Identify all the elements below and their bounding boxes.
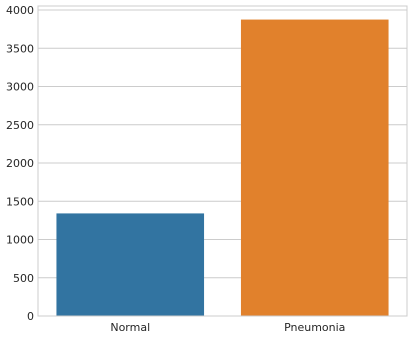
x-tick-label: Pneumonia	[284, 321, 345, 334]
y-tick-labels: 0 500 1000 1500 2000 2500 3000 3500 4000	[6, 4, 34, 323]
y-tick-label: 2500	[6, 119, 34, 132]
bar-normal	[56, 213, 205, 316]
y-tick-label: 2000	[6, 157, 34, 170]
y-tick-label: 4000	[6, 4, 34, 17]
y-tick-label: 3000	[6, 81, 34, 94]
y-tick-label: 500	[13, 272, 34, 285]
bars-layer	[56, 19, 389, 316]
bar-pneumonia	[240, 19, 389, 316]
y-tick-label: 1500	[6, 195, 34, 208]
y-tick-label: 1000	[6, 234, 34, 247]
x-tick-labels: Normal Pneumonia	[110, 321, 345, 334]
plot-frame	[37, 5, 408, 317]
x-tick-label: Normal	[110, 321, 150, 334]
y-tick-label: 3500	[6, 42, 34, 55]
y-tick-label: 0	[27, 310, 34, 323]
